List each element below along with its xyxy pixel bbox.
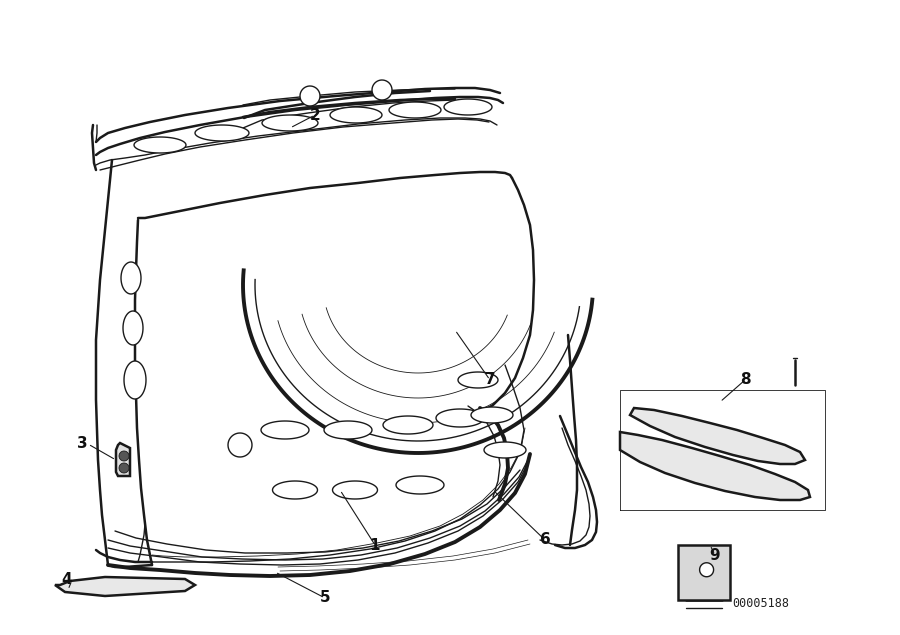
Polygon shape [484, 442, 526, 458]
Text: 6: 6 [540, 533, 551, 547]
Polygon shape [396, 476, 444, 494]
Polygon shape [123, 311, 143, 345]
Polygon shape [261, 421, 309, 439]
Polygon shape [119, 451, 129, 461]
Polygon shape [620, 432, 810, 500]
Polygon shape [195, 125, 249, 141]
Text: 9: 9 [710, 547, 720, 563]
Polygon shape [116, 443, 130, 476]
Polygon shape [372, 80, 392, 100]
Polygon shape [124, 361, 146, 399]
Polygon shape [273, 481, 318, 499]
Text: 00005188: 00005188 [732, 597, 789, 610]
Polygon shape [332, 481, 377, 499]
Text: 3: 3 [77, 436, 88, 451]
Text: 1: 1 [370, 537, 380, 552]
Polygon shape [630, 408, 805, 464]
Text: 8: 8 [740, 373, 751, 387]
Polygon shape [699, 563, 714, 577]
Text: 5: 5 [320, 591, 330, 606]
Polygon shape [262, 115, 318, 131]
Polygon shape [119, 463, 129, 473]
Text: 2: 2 [310, 107, 320, 123]
Polygon shape [389, 102, 441, 118]
Polygon shape [444, 99, 492, 115]
Polygon shape [330, 107, 382, 123]
Polygon shape [228, 433, 252, 457]
Polygon shape [121, 262, 141, 294]
Text: 4: 4 [61, 573, 72, 587]
Polygon shape [436, 409, 484, 427]
Text: 7: 7 [485, 373, 495, 387]
Polygon shape [55, 577, 195, 596]
Polygon shape [324, 421, 372, 439]
Polygon shape [383, 416, 433, 434]
Polygon shape [134, 137, 186, 153]
Polygon shape [458, 372, 498, 388]
Polygon shape [300, 86, 320, 106]
Polygon shape [678, 545, 730, 600]
Polygon shape [471, 407, 513, 423]
